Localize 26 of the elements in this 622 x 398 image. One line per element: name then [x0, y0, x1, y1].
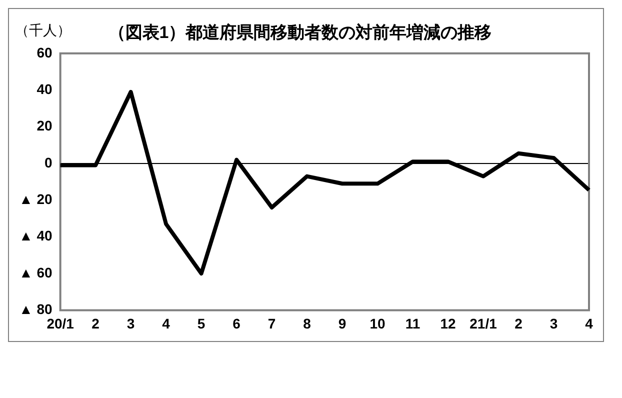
y-tick-label: 60 [36, 44, 53, 60]
x-tick-label: 11 [405, 315, 420, 332]
x-tick-label: 7 [268, 315, 276, 332]
y-axis-title: （千人） [15, 22, 71, 38]
y-tick-label: 40 [36, 80, 53, 97]
x-tick-label: 21/1 [470, 315, 498, 332]
x-tick-label: 9 [338, 315, 346, 332]
x-tick-label: 3 [126, 315, 135, 332]
y-tick-label: ▲ 80 [18, 301, 53, 318]
y-tick-label: ▲ 60 [18, 264, 53, 280]
x-tick-label: 3 [550, 315, 558, 332]
x-tick-label: 2 [92, 315, 100, 332]
y-tick-label: 0 [44, 154, 53, 170]
x-tick-label: 4 [585, 315, 594, 332]
y-tick-label: ▲ 20 [18, 191, 53, 207]
x-tick-label: 8 [303, 315, 312, 332]
x-tick-label: 5 [197, 315, 206, 332]
x-tick-label: 2 [514, 315, 523, 332]
x-tick-label: 10 [370, 315, 386, 332]
chart-title: （図表1）都道府県間移動者数の対前年増減の推移 [108, 22, 492, 42]
y-tick-label: 20 [36, 118, 53, 134]
x-tick-label: 4 [162, 315, 170, 332]
x-tick-label: 6 [232, 315, 241, 332]
x-tick-label: 20/1 [46, 315, 74, 332]
y-tick-label: ▲ 40 [18, 228, 53, 244]
x-tick-label: 12 [440, 315, 456, 332]
